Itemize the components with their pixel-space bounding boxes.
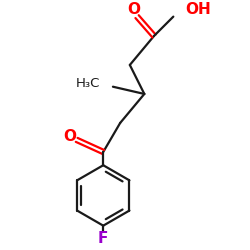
Text: O: O: [63, 130, 76, 144]
Text: H₃C: H₃C: [75, 77, 100, 90]
Text: O: O: [127, 2, 140, 17]
Text: F: F: [98, 231, 108, 246]
Text: OH: OH: [186, 2, 211, 17]
